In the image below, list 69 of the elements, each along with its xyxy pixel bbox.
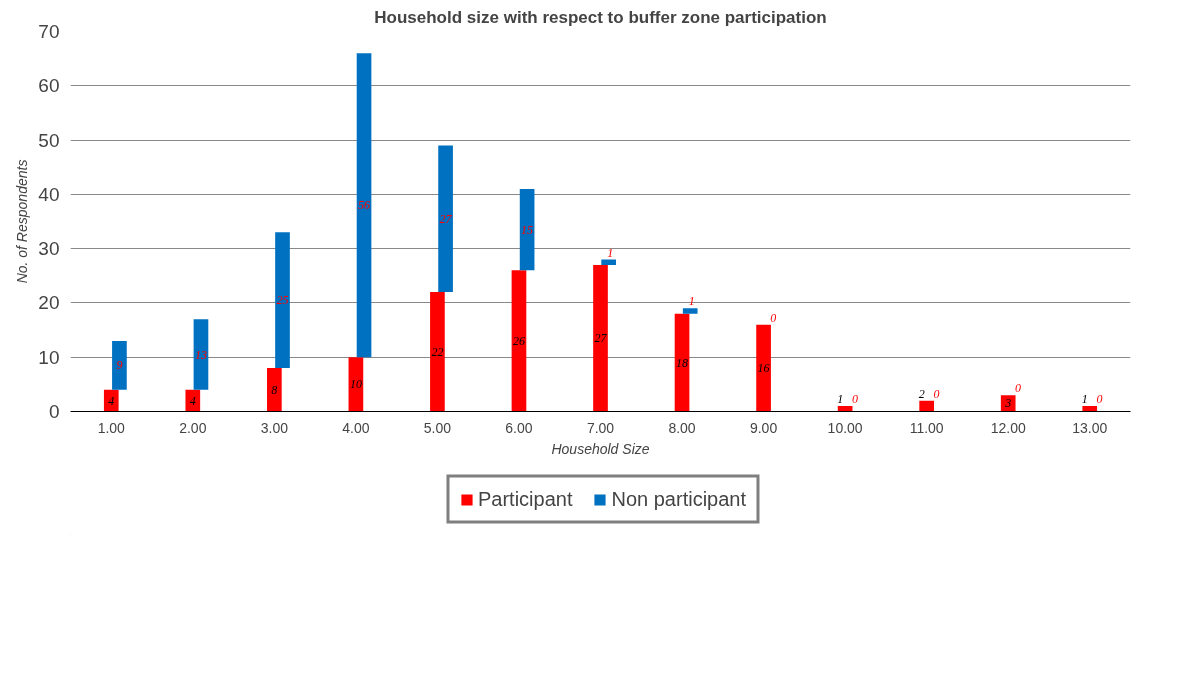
y-tick-label: 30 [38, 238, 60, 260]
data-label: 9 [116, 358, 123, 373]
data-label: 0 [1014, 381, 1021, 396]
bar [275, 232, 290, 369]
chart-title: Household size with respect to buffer zone participation [374, 7, 827, 27]
data-label: 3 [1004, 396, 1012, 411]
data-label: 2 [918, 386, 925, 401]
bar [682, 308, 698, 314]
data-label: 4 [189, 393, 196, 408]
x-tick-label: 9.00 [749, 419, 778, 436]
bar [601, 259, 616, 265]
y-tick-label: 50 [38, 129, 60, 151]
y-tick-label: 10 [38, 346, 60, 368]
data-label: 22 [431, 344, 444, 359]
x-tick-label: 6.00 [505, 419, 533, 436]
bar [267, 368, 282, 412]
bar [756, 324, 771, 412]
data-label: 1 [607, 245, 614, 260]
bar [593, 264, 608, 412]
bar [519, 188, 535, 271]
y-tick-label: 20 [38, 292, 60, 314]
data-label: 27 [594, 331, 608, 346]
legend-label: Participant [477, 487, 573, 511]
x-tick-label: 1.00 [97, 419, 126, 436]
y-tick-label: 70 [38, 21, 60, 42]
x-tick-label: 7.00 [586, 419, 615, 436]
data-label: 0 [770, 310, 777, 325]
bar [103, 389, 119, 412]
bar [919, 400, 934, 412]
data-label: 0 [1096, 392, 1103, 407]
x-tick-label: 5.00 [423, 419, 452, 436]
bar [511, 270, 527, 412]
x-tick-label: 12.00 [990, 419, 1026, 436]
data-label: 10 [349, 377, 362, 392]
y-tick-label: 60 [38, 75, 60, 97]
bar [112, 340, 127, 390]
data-label: 1 [1081, 392, 1088, 407]
y-tick-label: 40 [38, 183, 60, 205]
y-tick-label: 0 [48, 401, 60, 422]
data-label: 18 [676, 355, 689, 370]
x-tick-label: 2.00 [179, 419, 207, 436]
bar [438, 145, 453, 293]
data-label: 27 [439, 211, 453, 226]
data-label: 0 [851, 392, 858, 407]
x-tick-label: 10.00 [827, 419, 863, 436]
data-label: 13 [194, 347, 207, 362]
data-label: 16 [757, 361, 770, 376]
x-tick-label: 3.00 [260, 419, 289, 436]
legend-label: Non participant [611, 487, 747, 511]
data-label: 4 [108, 393, 115, 408]
data-label: 15 [521, 222, 534, 237]
data-label: 26 [512, 333, 525, 348]
x-tick-label: 11.00 [909, 419, 944, 436]
data-label: 1 [688, 294, 695, 309]
y-axis-title: No. of Respondents [14, 159, 31, 284]
bar [193, 319, 209, 390]
data-label: 25 [276, 293, 289, 308]
data-label: 56 [358, 198, 371, 213]
x-tick-label: 4.00 [342, 419, 370, 436]
x-axis-title: Household Size [551, 440, 650, 457]
x-tick-label: 13.00 [1072, 419, 1108, 436]
x-tick-label: 8.00 [668, 419, 696, 436]
bar [674, 313, 690, 412]
bar [1082, 406, 1098, 412]
data-label: 0 [933, 386, 940, 401]
bar [356, 53, 372, 358]
data-label: 1 [837, 392, 844, 407]
data-label: 8 [271, 382, 278, 397]
bar [430, 292, 445, 412]
